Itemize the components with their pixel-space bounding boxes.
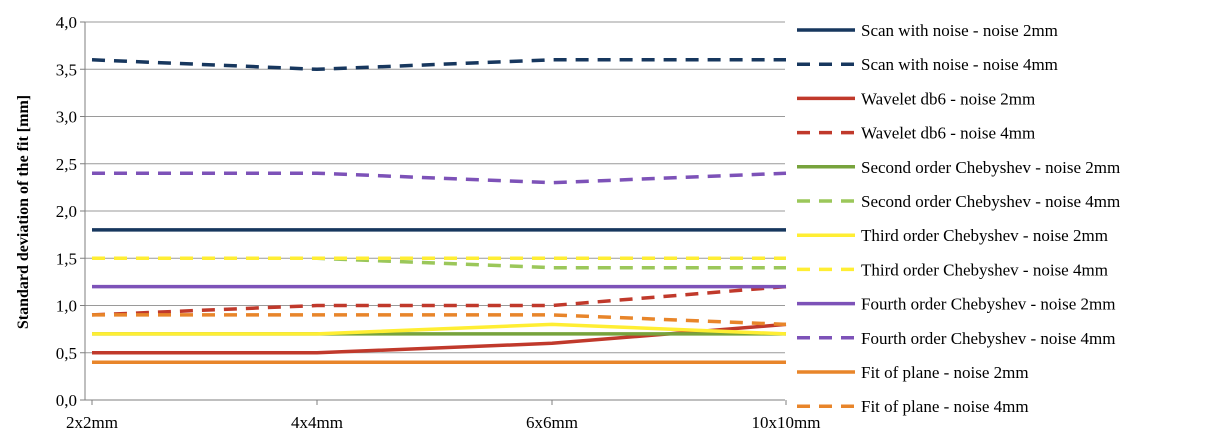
legend-label: Fourth order Chebyshev - noise 2mm [861,295,1116,314]
legend-item: Third order Chebyshev - noise 4mm [797,260,1108,279]
y-tick-label: 1,0 [56,297,77,316]
legend-item: Wavelet db6 - noise 2mm [797,89,1035,108]
legend-item: Fourth order Chebyshev - noise 2mm [797,295,1116,314]
y-tick-label: 2,5 [56,155,77,174]
x-tick-label: 4x4mm [291,413,343,432]
x-tick-label: 2x2mm [66,413,118,432]
y-tick-label: 3,5 [56,60,77,79]
legend-label: Third order Chebyshev - noise 4mm [861,260,1108,279]
y-tick-labels: 0,0 0,5 1,0 1,5 2,0 2,5 3,0 3,5 4,0 [56,13,77,410]
series-line [92,171,787,185]
gridlines [80,21,785,401]
legend-item: Fourth order Chebyshev - noise 4mm [797,329,1116,348]
series-line [92,313,787,327]
y-tick-label: 2,0 [56,202,77,221]
legend-label: Second order Chebyshev - noise 4mm [861,192,1120,211]
legend-item: Second order Chebyshev - noise 4mm [797,192,1120,211]
legend-label: Second order Chebyshev - noise 2mm [861,158,1120,177]
y-tick-label: 4,0 [56,13,77,32]
legend-label: Wavelet db6 - noise 2mm [861,89,1035,108]
y-tick-label: 3,0 [56,108,77,127]
legend: Scan with noise - noise 2mm Scan with noi… [797,21,1120,416]
y-tick-label: 0,0 [56,391,77,410]
legend-label: Fit of plane - noise 4mm [861,397,1029,416]
legend-label: Scan with noise - noise 4mm [861,55,1058,74]
legend-item: Second order Chebyshev - noise 2mm [797,158,1120,177]
legend-label: Fit of plane - noise 2mm [861,363,1029,382]
y-tick-label: 1,5 [56,249,77,268]
legend-item: Fit of plane - noise 4mm [797,397,1029,416]
x-tick-labels: 2x2mm 4x4mm 6x6mm 10x10mm [66,413,820,432]
y-axis-label: Standard deviation of the fit [mm] [15,95,32,329]
axes [84,22,787,405]
legend-label: Scan with noise - noise 2mm [861,21,1058,40]
legend-item: Scan with noise - noise 4mm [797,55,1058,74]
y-tick-label: 0,5 [56,344,77,363]
plot-series [91,58,787,364]
legend-item: Fit of plane - noise 2mm [797,363,1029,382]
legend-item: Wavelet db6 - noise 4mm [797,124,1035,143]
series-line [91,58,786,72]
series-line [91,284,787,317]
legend-label: Fourth order Chebyshev - noise 4mm [861,329,1116,348]
x-tick-label: 6x6mm [526,413,578,432]
series-line [92,256,786,270]
legend-item: Scan with noise - noise 2mm [797,21,1058,40]
legend-label: Third order Chebyshev - noise 2mm [861,226,1108,245]
series-line [92,322,787,336]
legend-item: Third order Chebyshev - noise 2mm [797,226,1108,245]
x-tick-label: 10x10mm [752,413,821,432]
legend-label: Wavelet db6 - noise 4mm [861,124,1035,143]
